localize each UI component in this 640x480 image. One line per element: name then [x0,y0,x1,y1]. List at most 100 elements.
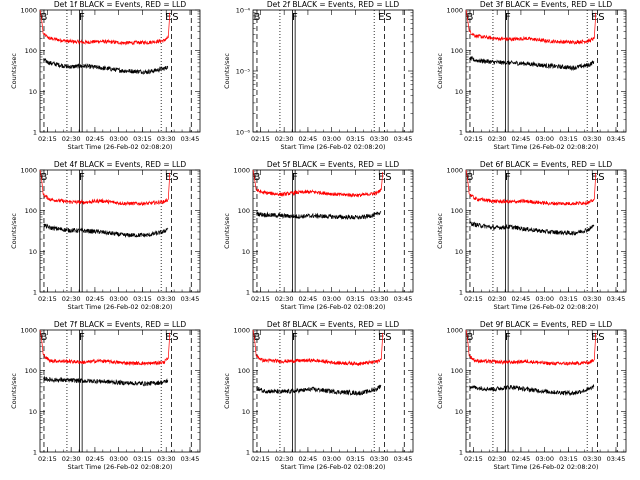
y-tick-label: 100 [451,47,463,55]
y-tick-label: 10 [242,408,250,416]
x-axis-label: Start Time (26-Feb-02 02:08:20) [281,303,386,311]
marker-e: E [591,12,597,23]
x-tick-label: 03:15 [346,455,365,463]
plot-frame [465,329,627,453]
y-tick-label: 10⁻⁵ [236,68,251,76]
marker-f: F [292,172,298,183]
panel-title: Det 5f BLACK = Events, RED = LLD [267,160,400,169]
x-tick-label: 02:30 [488,295,507,303]
marker-f: F [292,12,298,23]
marker-f: F [79,172,85,183]
marker-s: S [385,12,391,23]
x-tick-label: 02:45 [86,295,105,303]
y-tick-label: 1 [33,289,37,297]
x-tick-label: 02:45 [86,135,105,143]
series-lld [39,9,171,46]
plot-frame [252,329,414,453]
x-tick-label: 03:00 [535,295,554,303]
marker-s: S [385,332,391,343]
detector-panel-6: Det 6f BLACK = Events, RED = LLD 1 10 100 10… [436,160,627,311]
x-tick-label: 02:45 [299,295,318,303]
x-tick-label: 02:15 [38,135,57,143]
x-tick-label: 02:30 [488,455,507,463]
x-tick-label: 03:30 [583,295,602,303]
marker-s: S [598,172,604,183]
series-events [43,375,169,387]
marker-e: E [165,332,171,343]
y-tick-label: 1 [33,449,37,457]
series-lld [39,329,171,367]
y-axis-label: Counts/sec [436,213,444,249]
marker-e: E [591,332,597,343]
x-tick-label: 02:30 [62,455,81,463]
x-tick-label: 03:00 [109,295,128,303]
x-tick-label: 03:00 [322,455,341,463]
x-tick-label: 02:45 [299,135,318,143]
x-tick-label: 03:00 [109,455,128,463]
x-tick-label: 03:00 [535,135,554,143]
y-tick-label: 1 [459,449,463,457]
series-events [256,210,382,221]
y-tick-label: 100 [25,47,37,55]
marker-e: E [165,172,171,183]
marker-b: B [253,12,260,23]
y-tick-label: 1000 [233,167,250,175]
x-axis-label: Start Time (26-Feb-02 02:08:20) [281,143,386,151]
detector-panel-2: Det 2f BLACK = Events, RED = LLD 10⁻⁶ 10⁻⁵… [223,0,414,151]
x-tick-label: 03:00 [322,295,341,303]
y-tick-label: 10⁻⁴ [236,7,251,15]
x-tick-label: 03:45 [181,455,200,463]
y-tick-label: 100 [25,207,37,215]
x-tick-label: 03:45 [181,295,200,303]
x-tick-label: 03:15 [559,295,578,303]
marker-s: S [385,172,391,183]
y-tick-label: 100 [451,207,463,215]
series-lld [39,169,171,207]
y-tick-label: 100 [25,367,37,375]
marker-s: S [172,332,178,343]
plot-frame [39,329,201,453]
marker-f: F [79,12,85,23]
x-tick-label: 02:30 [62,295,81,303]
y-tick-label: 100 [451,367,463,375]
series-lld [465,9,597,45]
y-tick-label: 1000 [446,7,463,15]
panel-title: Det 2f BLACK = Events, RED = LLD [267,0,400,9]
x-tick-label: 02:30 [62,135,81,143]
x-tick-label: 03:00 [322,135,341,143]
marker-b: B [253,332,260,343]
x-tick-label: 02:30 [275,135,294,143]
y-tick-label: 1 [459,129,463,137]
x-tick-label: 03:15 [346,295,365,303]
x-tick-label: 03:45 [607,295,626,303]
x-tick-label: 03:15 [559,135,578,143]
y-axis-label: Counts/sec [10,373,18,409]
marker-f: F [505,172,511,183]
y-tick-label: 1000 [20,327,37,335]
y-tick-label: 10⁻⁶ [236,129,251,137]
marker-f: F [505,12,511,23]
panel-title: Det 1f BLACK = Events, RED = LLD [54,0,187,9]
x-tick-label: 02:15 [38,295,57,303]
x-tick-label: 03:45 [607,135,626,143]
marker-e: E [378,332,384,343]
marker-b: B [253,172,260,183]
x-tick-label: 03:45 [394,135,413,143]
marker-s: S [172,172,178,183]
panel-title: Det 8f BLACK = Events, RED = LLD [267,320,400,329]
series-events [469,384,595,396]
x-tick-label: 03:30 [157,455,176,463]
x-tick-label: 03:30 [370,455,389,463]
x-tick-label: 02:30 [275,455,294,463]
panel-title: Det 3f BLACK = Events, RED = LLD [480,0,613,9]
x-tick-label: 02:45 [512,295,531,303]
y-tick-label: 1 [246,289,250,297]
detector-panel-5: Det 5f BLACK = Events, RED = LLD 1 10 100 10… [223,160,414,311]
x-tick-label: 02:15 [464,295,483,303]
y-tick-label: 10 [242,248,250,256]
marker-f: F [505,332,511,343]
y-tick-label: 10 [455,408,463,416]
marker-s: S [598,12,604,23]
x-tick-label: 03:15 [346,135,365,143]
x-tick-label: 02:45 [512,455,531,463]
